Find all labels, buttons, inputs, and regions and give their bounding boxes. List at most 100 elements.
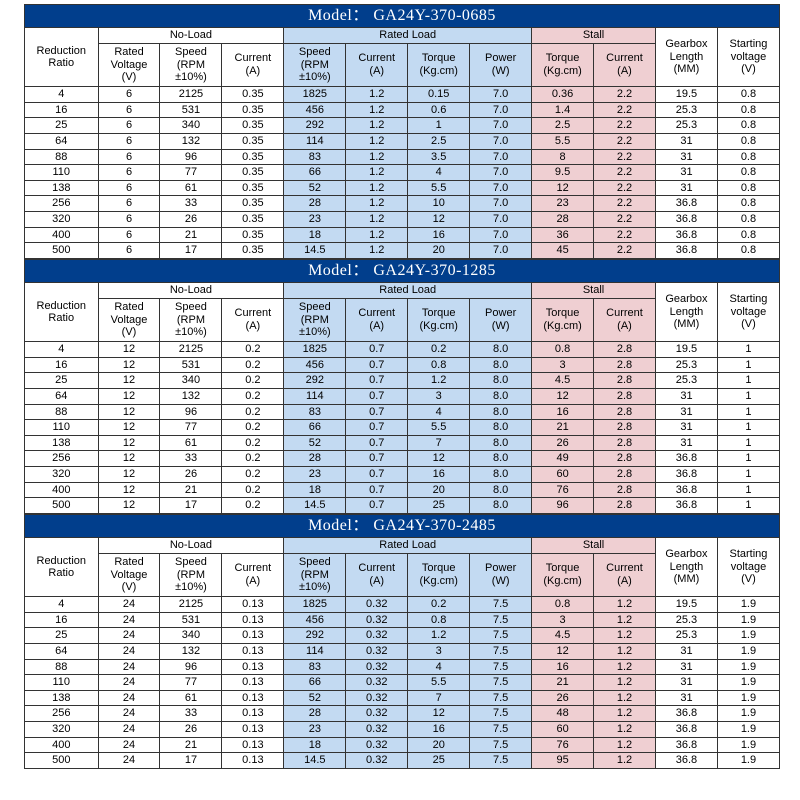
cell-nl_speed: 26 (160, 212, 222, 228)
cell-rl_speed: 66 (284, 165, 346, 181)
group-rated: Rated Load (284, 538, 532, 554)
cell-rl_speed: 23 (284, 467, 346, 483)
cell-nl_speed: 96 (160, 404, 222, 420)
cell-rated_v: 24 (98, 612, 160, 628)
cell-nl_current: 0.35 (222, 243, 284, 259)
cell-st_current: 1.2 (594, 643, 656, 659)
cell-rl_power: 7.0 (470, 133, 532, 149)
cell-rated_v: 24 (98, 722, 160, 738)
cell-rl_speed: 28 (284, 451, 346, 467)
table-row: 2566330.35281.2107.0232.236.80.8 (25, 196, 780, 212)
cell-start_v: 1.9 (717, 659, 779, 675)
cell-rl_power: 7.5 (470, 706, 532, 722)
cell-ratio: 25 (25, 373, 99, 389)
col-header-st_current: Current(A) (594, 554, 656, 597)
cell-rated_v: 12 (98, 498, 160, 514)
group-stall: Stall (532, 538, 656, 554)
cell-rl_speed: 52 (284, 180, 346, 196)
cell-start_v: 1.9 (717, 706, 779, 722)
cell-rl_speed: 28 (284, 706, 346, 722)
cell-start_v: 1.9 (717, 690, 779, 706)
cell-rated_v: 6 (98, 196, 160, 212)
cell-rl_speed: 83 (284, 149, 346, 165)
cell-rated_v: 12 (98, 404, 160, 420)
cell-rl_current: 0.32 (346, 628, 408, 644)
cell-ratio: 64 (25, 388, 99, 404)
group-noload: No-Load (98, 538, 284, 554)
tables-root: Model： GA24Y-370-0685ReductionRatioNo-Lo… (24, 4, 780, 769)
table-row: 11012770.2660.75.58.0212.8311 (25, 420, 780, 436)
cell-start_v: 0.8 (717, 149, 779, 165)
cell-st_current: 1.2 (594, 659, 656, 675)
cell-rl_speed: 52 (284, 690, 346, 706)
col-header-st_torque: Torque(Kg.cm) (532, 299, 594, 342)
cell-nl_current: 0.35 (222, 118, 284, 134)
cell-rl_power: 8.0 (470, 498, 532, 514)
cell-start_v: 1.9 (717, 722, 779, 738)
cell-rl_current: 1.2 (346, 149, 408, 165)
cell-nl_speed: 2125 (160, 596, 222, 612)
cell-rl_current: 0.7 (346, 341, 408, 357)
cell-ratio: 16 (25, 102, 99, 118)
table-row: 40024210.13180.32207.5761.236.81.9 (25, 737, 780, 753)
cell-rated_v: 24 (98, 706, 160, 722)
cell-st_torque: 16 (532, 659, 594, 675)
cell-rl_current: 1.2 (346, 118, 408, 134)
cell-st_current: 2.8 (594, 357, 656, 373)
cell-ratio: 110 (25, 420, 99, 436)
cell-rl_power: 7.5 (470, 675, 532, 691)
table-row: 41221250.218250.70.28.00.82.819.51 (25, 341, 780, 357)
cell-nl_current: 0.2 (222, 373, 284, 389)
cell-st_current: 1.2 (594, 628, 656, 644)
table-row: 16245310.134560.320.87.531.225.31.9 (25, 612, 780, 628)
cell-rl_power: 7.5 (470, 596, 532, 612)
cell-st_torque: 21 (532, 675, 594, 691)
cell-start_v: 0.8 (717, 86, 779, 102)
cell-gearbox: 36.8 (655, 706, 717, 722)
cell-rl_torque: 16 (408, 467, 470, 483)
cell-nl_speed: 21 (160, 482, 222, 498)
cell-rl_power: 7.0 (470, 227, 532, 243)
table-row: 8824960.13830.3247.5161.2311.9 (25, 659, 780, 675)
cell-rl_current: 0.32 (346, 753, 408, 769)
col-header-ratio: ReductionRatio (25, 28, 99, 87)
cell-nl_current: 0.35 (222, 86, 284, 102)
col-header-rl_power: Power(W) (470, 299, 532, 342)
cell-gearbox: 31 (655, 690, 717, 706)
cell-rl_current: 0.32 (346, 643, 408, 659)
cell-rl_speed: 1825 (284, 596, 346, 612)
cell-rated_v: 24 (98, 628, 160, 644)
cell-st_current: 2.2 (594, 212, 656, 228)
cell-rl_torque: 1 (408, 118, 470, 134)
cell-nl_speed: 17 (160, 753, 222, 769)
cell-rl_speed: 66 (284, 420, 346, 436)
cell-rated_v: 6 (98, 102, 160, 118)
cell-st_current: 2.8 (594, 388, 656, 404)
cell-rated_v: 24 (98, 690, 160, 706)
cell-start_v: 1 (717, 420, 779, 436)
cell-rl_torque: 0.8 (408, 357, 470, 373)
cell-nl_current: 0.13 (222, 659, 284, 675)
spec-table: Model： GA24Y-370-2485ReductionRatioNo-Lo… (24, 514, 780, 769)
cell-rl_speed: 83 (284, 404, 346, 420)
cell-ratio: 500 (25, 753, 99, 769)
cell-gearbox: 25.3 (655, 102, 717, 118)
cell-ratio: 320 (25, 722, 99, 738)
cell-st_torque: 28 (532, 212, 594, 228)
table-row: 25123400.22920.71.28.04.52.825.31 (25, 373, 780, 389)
cell-start_v: 0.8 (717, 227, 779, 243)
cell-start_v: 1 (717, 498, 779, 514)
cell-nl_speed: 132 (160, 643, 222, 659)
col-header-rated_v: RatedVoltage(V) (98, 554, 160, 597)
cell-st_torque: 4.5 (532, 628, 594, 644)
cell-st_current: 2.8 (594, 420, 656, 436)
cell-rl_torque: 4 (408, 659, 470, 675)
cell-nl_speed: 17 (160, 243, 222, 259)
cell-rl_power: 7.0 (470, 102, 532, 118)
table-row: 1106770.35661.247.09.52.2310.8 (25, 165, 780, 181)
cell-ratio: 256 (25, 196, 99, 212)
cell-start_v: 1.9 (717, 628, 779, 644)
cell-rl_torque: 4 (408, 404, 470, 420)
cell-st_torque: 21 (532, 420, 594, 436)
cell-rl_current: 0.7 (346, 482, 408, 498)
